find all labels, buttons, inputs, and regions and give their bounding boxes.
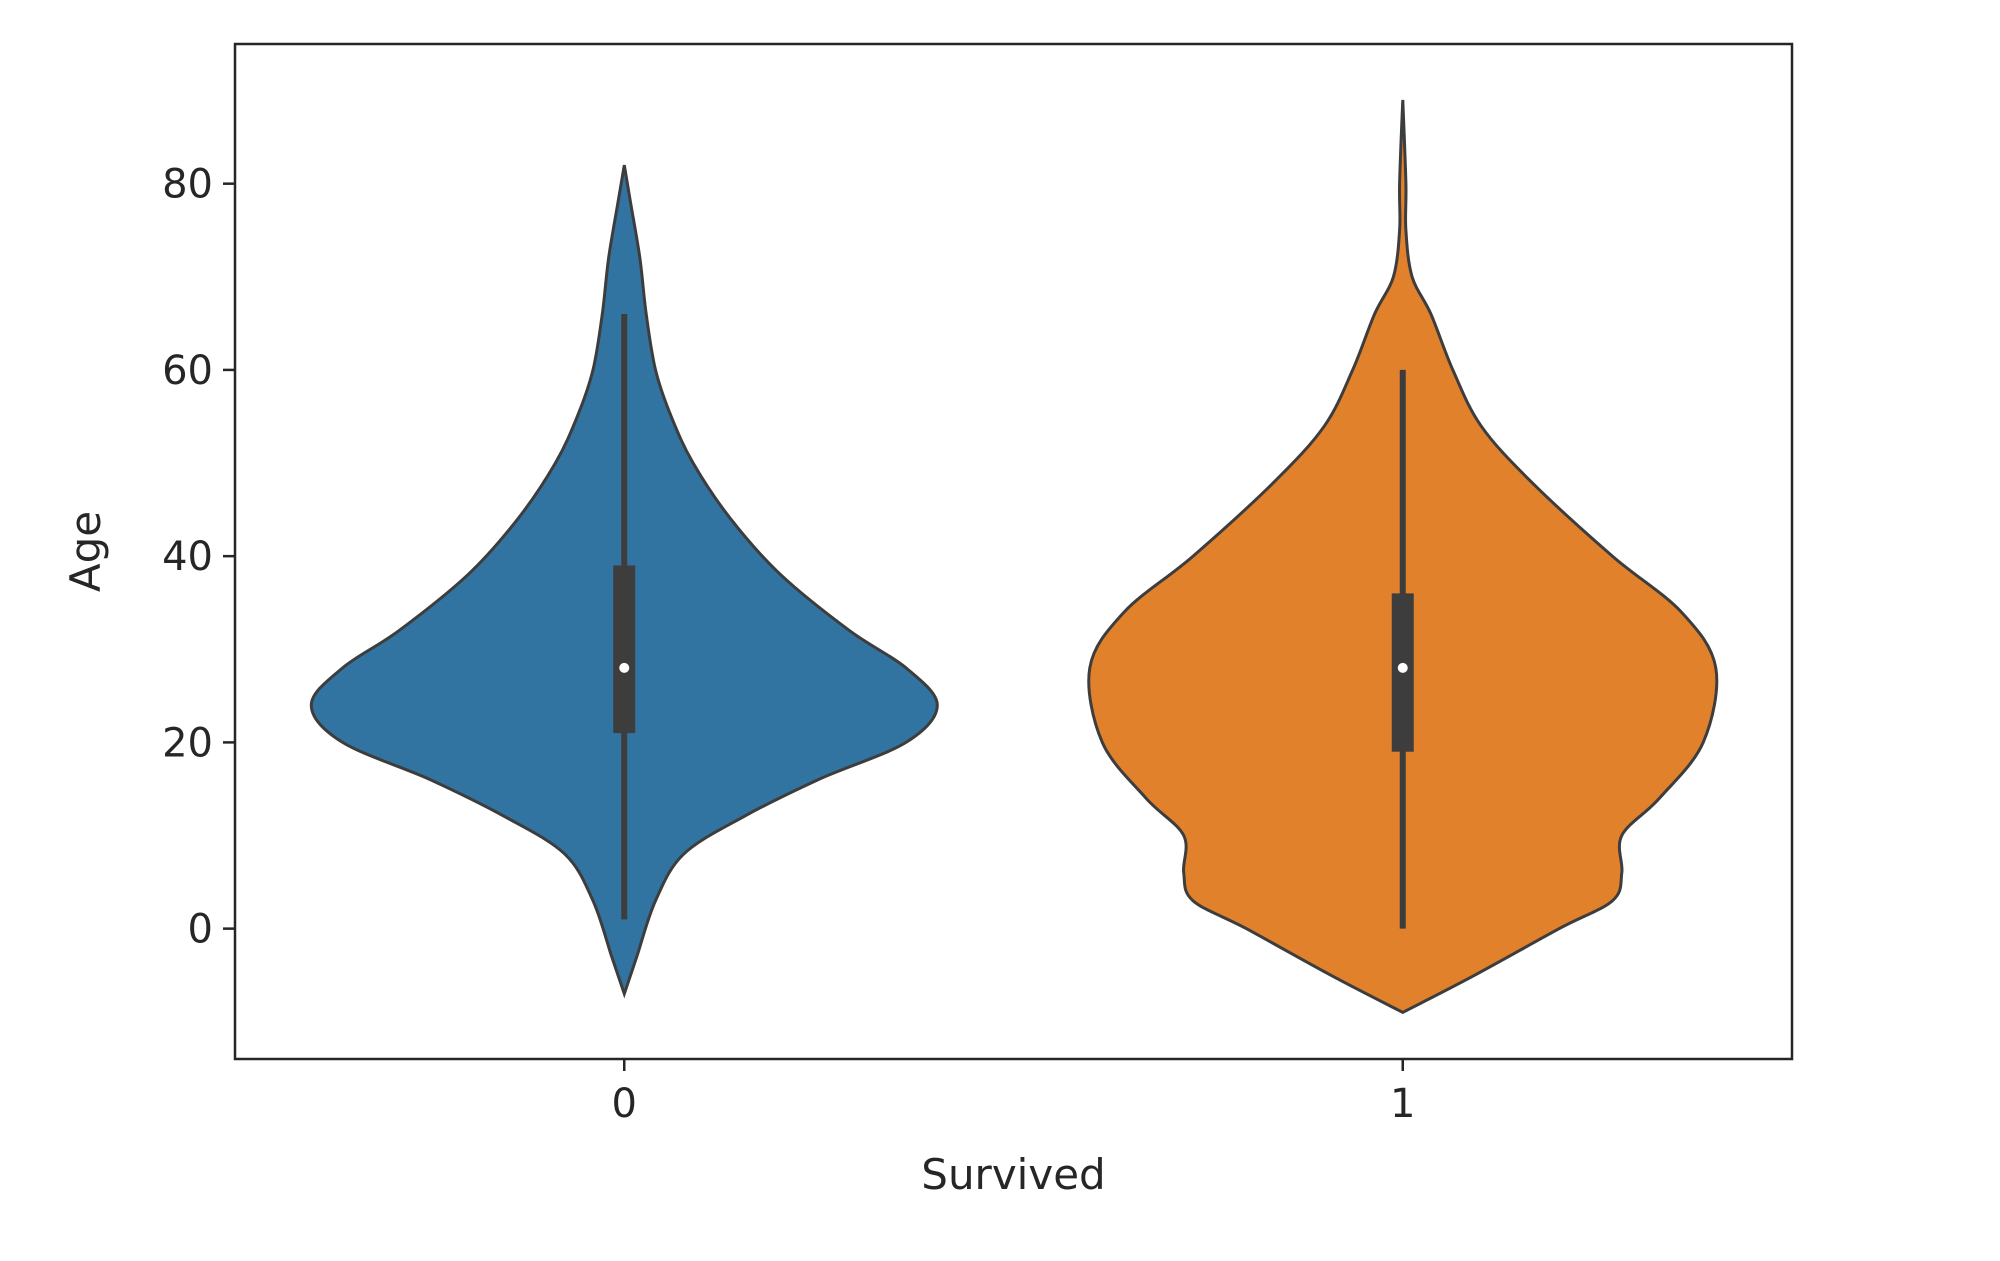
y-tick-label-60: 60 [162, 348, 213, 394]
y-tick-label-40: 40 [162, 534, 213, 580]
iqr-box-0 [613, 565, 636, 734]
median-marker-0 [619, 662, 630, 673]
plot-area [309, 99, 1719, 1015]
y-tick-label-20: 20 [162, 720, 213, 766]
y-tick-label-80: 80 [162, 162, 213, 208]
y-tick-label-0: 0 [188, 907, 213, 953]
y-axis: 0 20 40 60 80 [162, 162, 235, 953]
axes-frame [233, 42, 1794, 1061]
x-tick-label-0: 0 [612, 1081, 637, 1127]
x-axis-label: Survived [921, 1150, 1105, 1199]
x-tick-label-1: 1 [1390, 1081, 1415, 1127]
y-axis-label: Age [61, 511, 110, 592]
median-marker-1 [1397, 662, 1408, 673]
